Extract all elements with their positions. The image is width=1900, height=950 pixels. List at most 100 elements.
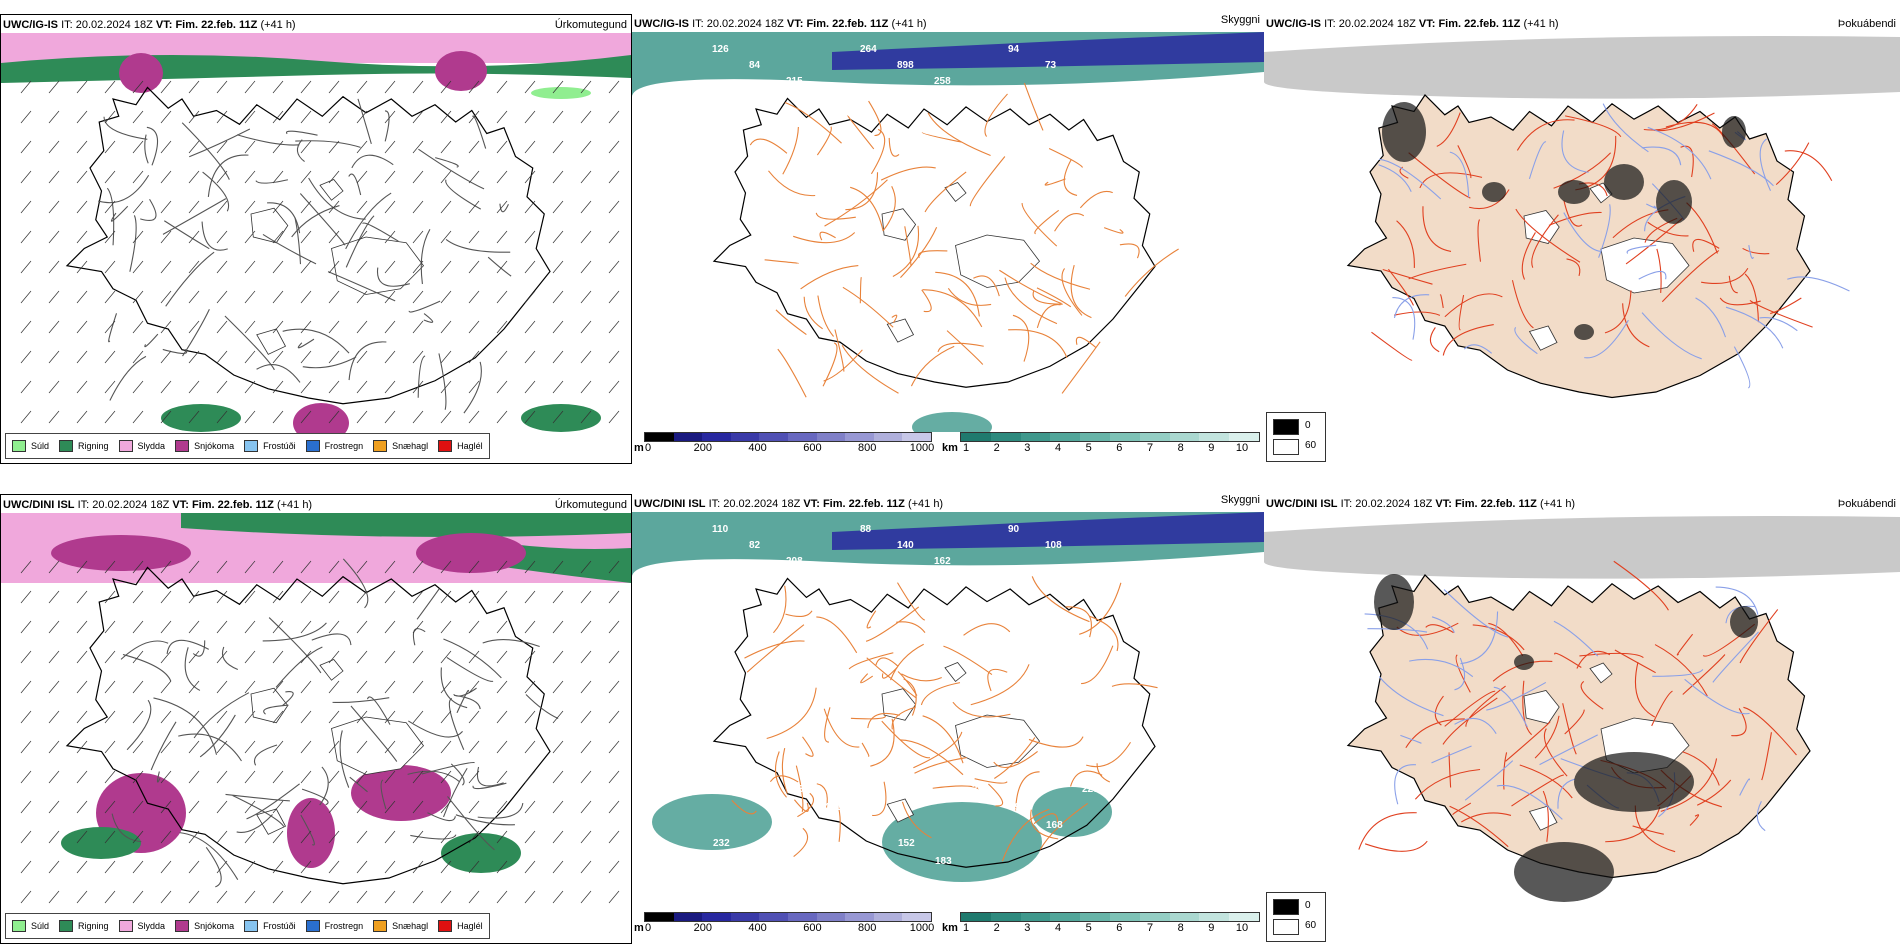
legend-label: Slydda: [137, 441, 166, 451]
value-label: 898: [897, 60, 914, 71]
colorbar-tick: 1: [962, 442, 970, 454]
value-label: 119: [1119, 322, 1136, 333]
colorbar-unit: m: [634, 442, 644, 454]
legend-swatch: [305, 920, 320, 932]
precip-legend: Súld Rigning Slydda Snjókoma Frostúði Frostre…: [5, 433, 490, 459]
vt-label: VT:: [172, 499, 189, 511]
model-name: UWC/DINI ISL: [3, 499, 75, 511]
colorbar-strip: [960, 432, 1260, 442]
colorbar-tick: 2: [993, 442, 1000, 454]
colorbar-tick: 7: [1146, 442, 1154, 454]
value-label: 90: [750, 856, 762, 867]
fog-swatch: [1273, 439, 1299, 455]
ceiling-colorbar: m 0 200 400 600 800 1000: [634, 432, 934, 460]
legend-label: Snæhagl: [392, 921, 429, 931]
it-value: 20.02.2024 18Z: [723, 498, 801, 510]
vt-value: Fim. 22.feb. 11Z: [806, 18, 889, 30]
colorbar-tick: 0: [644, 922, 652, 934]
fog-index-panel: UWC/DINI ISL IT: 20.02.2024 18Z VT: Fim.…: [1264, 494, 1900, 944]
colorbar-unit: m: [634, 922, 644, 934]
legend-swatch: [305, 440, 320, 452]
legend-item: Haglél: [438, 440, 483, 452]
legend-label: Súld: [31, 441, 50, 451]
colorbar-tick: 4: [1054, 442, 1062, 454]
panel-title: Þokuábendi: [1837, 18, 1896, 30]
lead-time: (+41 h): [1539, 498, 1576, 510]
colorbar-tick: 8: [1177, 922, 1184, 934]
legend-swatch: [175, 440, 190, 452]
panel-title: Skyggni: [1220, 494, 1260, 506]
panel-header: UWC/DINI ISL IT: 20.02.2024 18Z VT: Fim.…: [634, 494, 1262, 512]
colorbar-tick: 600: [803, 442, 822, 454]
value-label: 152: [898, 838, 915, 849]
model-name: UWC/IG-IS: [1266, 18, 1321, 30]
value-label: 183: [935, 856, 952, 867]
legend-item: Snjókoma: [175, 440, 234, 452]
vt-value: Fim. 22.feb. 11Z: [1454, 498, 1537, 510]
vt-label: VT:: [1418, 18, 1436, 30]
legend-swatch: [438, 920, 453, 932]
colorbar-tick: 3: [1024, 922, 1031, 934]
legend-label: Frostúði: [263, 441, 296, 451]
it-label: IT:: [1340, 498, 1353, 510]
value-label: 94: [787, 304, 799, 315]
it-value: 20.02.2024 18Z: [1355, 498, 1433, 510]
colorbar-tick: 200: [693, 442, 712, 454]
colorbar-tick: 800: [858, 922, 877, 934]
value-label: 82: [749, 540, 761, 551]
panel-title: Skyggni: [1220, 14, 1260, 26]
legend-swatch: [175, 920, 190, 932]
fog-legend-label: 60: [1305, 920, 1317, 931]
value-label: 90: [750, 376, 762, 387]
colorbar-tick: 9: [1208, 442, 1215, 454]
model-row-dini-isl: UWC/DINI ISL IT: 20.02.2024 18Z VT: Fim.…: [0, 480, 1900, 950]
lead-time: (+41 h): [1523, 18, 1559, 30]
colorbar-tick: 4: [1054, 922, 1062, 934]
value-label: 12: [823, 92, 835, 103]
value-label: 73: [1045, 60, 1057, 71]
value-label: 110: [712, 524, 729, 535]
visibility-colorbar: km 1 2 3 4 5 6 7 8 9 10: [942, 432, 1262, 460]
lead-time: (+41 h): [907, 498, 944, 510]
visibility-colorbar: km 1 2 3 4 5 6 7 8 9 10: [942, 912, 1262, 940]
value-label: 253: [823, 572, 840, 583]
legend-item: Snjókoma: [175, 920, 234, 932]
legend-swatch: [118, 440, 133, 452]
legend-item: Rigning: [59, 920, 109, 932]
legend-label: Snjókoma: [194, 921, 235, 931]
legend-swatch: [59, 440, 74, 452]
legend-swatch: [12, 920, 26, 932]
panel-header: UWC/IG-IS IT: 20.02.2024 18Z VT: Fim. 22…: [1266, 16, 1898, 32]
legend-item: Snæhagl: [373, 440, 428, 452]
fog-legend: 0 60: [1266, 412, 1326, 462]
value-label: 148: [971, 92, 988, 103]
legend-label: Snæhagl: [392, 441, 429, 451]
it-label: IT:: [61, 19, 73, 31]
legend-label: Frostúði: [263, 921, 296, 931]
colorbar-tick: 5: [1085, 442, 1092, 454]
vt-value: Fim. 22.feb. 11Z: [822, 498, 905, 510]
value-label: 84: [749, 60, 761, 71]
fog-legend-label: 0: [1305, 900, 1311, 911]
legend-label: Frostregn: [324, 921, 364, 931]
colorbar-tick: 6: [1116, 442, 1123, 454]
it-label: IT:: [77, 499, 90, 511]
legend-item: Frostúði: [244, 920, 296, 932]
legend-item: Frostúði: [244, 440, 296, 452]
fog-legend-label: 60: [1305, 440, 1317, 451]
legend-swatch: [244, 920, 259, 932]
precip-legend: Súld Rigning Slydda Snjókoma Frostúði Frostre…: [5, 913, 490, 939]
fog-swatch: [1273, 919, 1299, 935]
legend-item: Rigning: [59, 440, 109, 452]
panel-title: Úrkomutegund: [554, 19, 627, 31]
legend-label: Súld: [31, 921, 50, 931]
legend-item: Frostregn: [305, 920, 364, 932]
value-label: 264: [860, 44, 877, 55]
colorbar-strip: [960, 912, 1260, 922]
legend-label: Haglél: [457, 441, 483, 451]
legend-label: Rigning: [78, 441, 109, 451]
legend-item: Slydda: [118, 440, 166, 452]
value-label: 140: [897, 540, 914, 551]
precip-map: [1, 33, 631, 433]
colorbar-strip: [644, 912, 932, 922]
